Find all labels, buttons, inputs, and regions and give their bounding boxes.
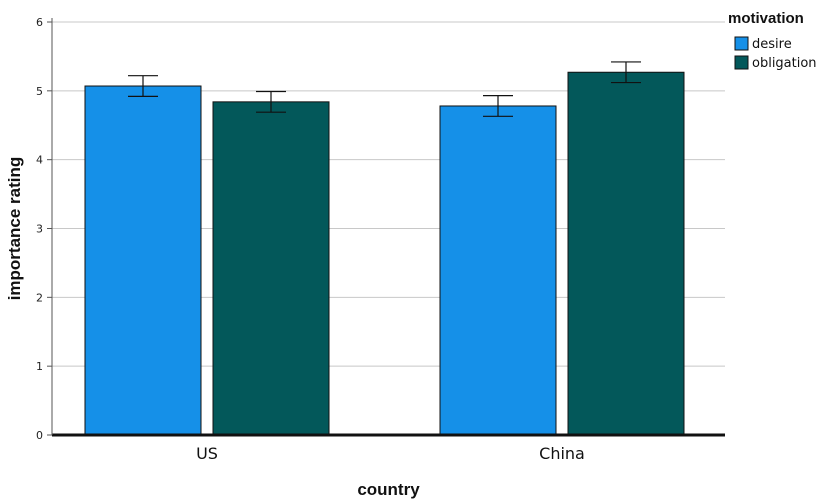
x-axis-title: country bbox=[357, 480, 420, 499]
legend-swatch-obligation bbox=[734, 55, 749, 70]
y-tick-label: 1 bbox=[36, 360, 43, 373]
x-category-label: China bbox=[539, 444, 585, 463]
bar-china-desire bbox=[439, 105, 557, 436]
y-tick-label: 0 bbox=[36, 429, 43, 442]
bars bbox=[84, 71, 685, 436]
error-bars bbox=[128, 61, 641, 117]
legend-label-desire: desire bbox=[752, 37, 792, 52]
y-tick-label: 2 bbox=[36, 291, 43, 304]
bar-china-obligation bbox=[567, 71, 685, 436]
x-axis-categories: US China bbox=[196, 444, 585, 463]
y-tick-label: 5 bbox=[36, 85, 43, 98]
y-tick-label: 6 bbox=[36, 16, 43, 29]
legend: motivation desire obligation bbox=[728, 10, 817, 71]
y-axis-title: importance rating bbox=[5, 157, 24, 301]
y-axis-ticks: 0 1 2 3 4 5 6 bbox=[36, 16, 52, 442]
bar-us-desire bbox=[84, 85, 202, 436]
legend-title: motivation bbox=[728, 10, 804, 27]
legend-label-obligation: obligation bbox=[752, 56, 817, 71]
y-tick-label: 4 bbox=[36, 154, 43, 167]
bar-us-obligation bbox=[212, 101, 330, 436]
legend-swatch-desire bbox=[734, 36, 749, 51]
x-category-label: US bbox=[196, 444, 218, 463]
y-tick-label: 3 bbox=[36, 223, 43, 236]
